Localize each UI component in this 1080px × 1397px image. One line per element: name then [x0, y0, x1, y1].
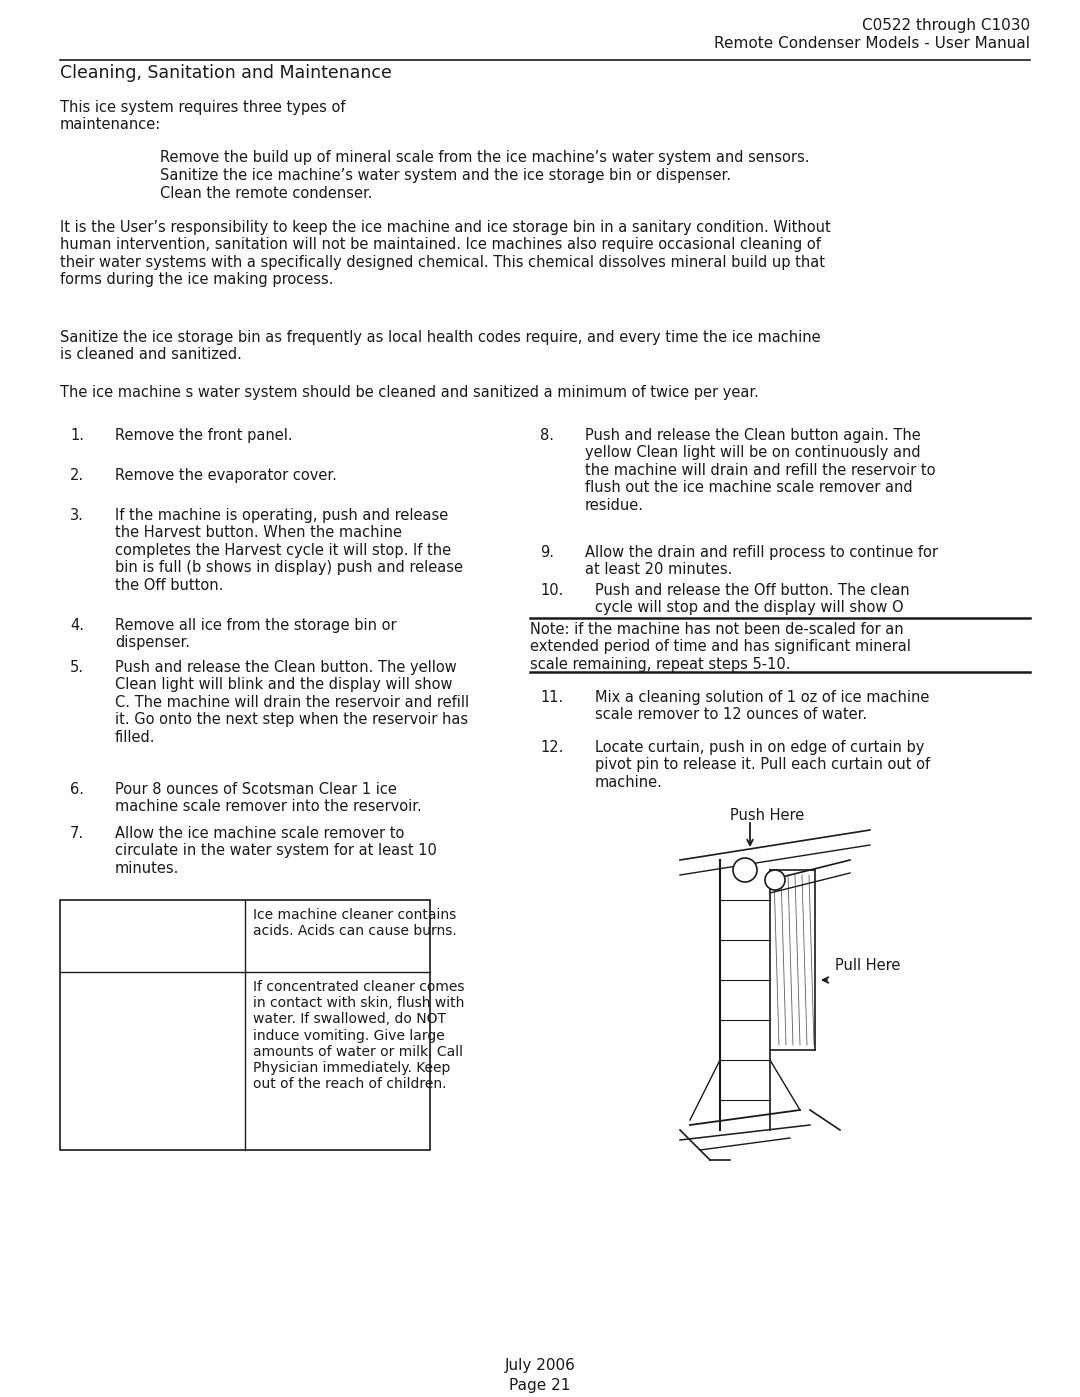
Text: Page 21: Page 21 [510, 1377, 570, 1393]
Text: 11.: 11. [540, 690, 564, 705]
Text: 1.: 1. [70, 427, 84, 443]
Text: 10.: 10. [540, 583, 564, 598]
Text: Note: if the machine has not been de-scaled for an
extended period of time and h: Note: if the machine has not been de-sca… [530, 622, 910, 672]
Text: If the machine is operating, push and release
the Harvest button. When the machi: If the machine is operating, push and re… [114, 509, 463, 592]
Text: Sanitize the ice machine’s water system and the ice storage bin or dispenser.: Sanitize the ice machine’s water system … [160, 168, 731, 183]
Circle shape [765, 870, 785, 890]
Text: Pour 8 ounces of Scotsman Clear 1 ice
machine scale remover into the reservoir.: Pour 8 ounces of Scotsman Clear 1 ice ma… [114, 782, 422, 814]
Text: The ice machine s water system should be cleaned and sanitized a minimum of twic: The ice machine s water system should be… [60, 386, 759, 400]
Text: July 2006: July 2006 [504, 1358, 576, 1373]
Text: 9.: 9. [540, 545, 554, 560]
Text: Allow the ice machine scale remover to
circulate in the water system for at leas: Allow the ice machine scale remover to c… [114, 826, 437, 876]
Text: 6.: 6. [70, 782, 84, 798]
Text: Push Here: Push Here [730, 807, 805, 823]
Text: It is the User’s responsibility to keep the ice machine and ice storage bin in a: It is the User’s responsibility to keep … [60, 219, 831, 288]
Circle shape [733, 858, 757, 882]
Text: Pull Here: Pull Here [835, 957, 901, 972]
Bar [60, 900, 430, 1150]
Text: 5.: 5. [70, 659, 84, 675]
Text: 4.: 4. [70, 617, 84, 633]
Text: 12.: 12. [540, 740, 564, 754]
Text: Remove the build up of mineral scale from the ice machine’s water system and sen: Remove the build up of mineral scale fro… [160, 149, 810, 165]
Text: Remove all ice from the storage bin or
dispenser.: Remove all ice from the storage bin or d… [114, 617, 396, 651]
Text: Clean the remote condenser.: Clean the remote condenser. [160, 186, 373, 201]
Text: Push and release the Clean button again. The
yellow Clean light will be on conti: Push and release the Clean button again.… [585, 427, 935, 513]
Text: 3.: 3. [70, 509, 84, 522]
Text: 2.: 2. [70, 468, 84, 483]
Text: Push and release the Off button. The clean
cycle will stop and the display will : Push and release the Off button. The cle… [595, 583, 909, 616]
Text: C0522 through C1030: C0522 through C1030 [862, 18, 1030, 34]
Text: 7.: 7. [70, 826, 84, 841]
Text: If concentrated cleaner comes
in contact with skin, flush with
water. If swallow: If concentrated cleaner comes in contact… [253, 981, 464, 1091]
Text: Push and release the Clean button. The yellow
Clean light will blink and the dis: Push and release the Clean button. The y… [114, 659, 469, 745]
Text: 8.: 8. [540, 427, 554, 443]
Text: Sanitize the ice storage bin as frequently as local health codes require, and ev: Sanitize the ice storage bin as frequent… [60, 330, 821, 362]
Text: This ice system requires three types of
maintenance:: This ice system requires three types of … [60, 101, 346, 133]
Text: Ice machine cleaner contains
acids. Acids can cause burns.: Ice machine cleaner contains acids. Acid… [253, 908, 457, 939]
Text: Cleaning, Sanitation and Maintenance: Cleaning, Sanitation and Maintenance [60, 64, 392, 82]
Text: Allow the drain and refill process to continue for
at least 20 minutes.: Allow the drain and refill process to co… [585, 545, 939, 577]
Text: Remove the evaporator cover.: Remove the evaporator cover. [114, 468, 337, 483]
Text: Locate curtain, push in on edge of curtain by
pivot pin to release it. Pull each: Locate curtain, push in on edge of curta… [595, 740, 930, 789]
Text: Remote Condenser Models - User Manual: Remote Condenser Models - User Manual [714, 36, 1030, 52]
Text: Remove the front panel.: Remove the front panel. [114, 427, 293, 443]
Text: Mix a cleaning solution of 1 oz of ice machine
scale remover to 12 ounces of wat: Mix a cleaning solution of 1 oz of ice m… [595, 690, 930, 722]
